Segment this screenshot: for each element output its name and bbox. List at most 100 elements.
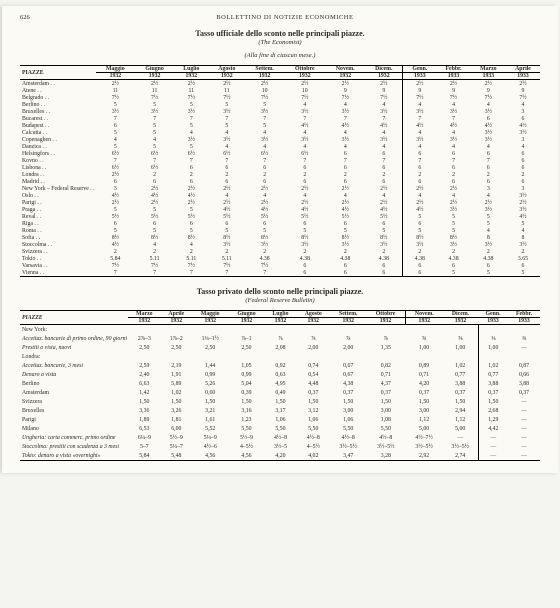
rate-cell: 7½ xyxy=(245,94,284,101)
rate-cell: 5,84 xyxy=(128,451,161,461)
rate-cell: 5 xyxy=(209,122,245,129)
rate-cell: 4.38 xyxy=(471,255,506,262)
rate-cell: 0,87 xyxy=(508,361,540,370)
rate-cell: 4 xyxy=(209,192,245,199)
rate-cell: 7 xyxy=(174,157,209,164)
table-row: Svizzera . .222222222222 xyxy=(20,248,540,255)
city-name: Parigi . . xyxy=(20,199,96,206)
month-header: Giugno xyxy=(135,66,174,73)
rate-cell: 8½ xyxy=(209,234,245,241)
table-row: Lisbona . .6½6½6666666666 xyxy=(20,164,540,171)
month-header: Agosto xyxy=(209,66,245,73)
rate-cell: 1,50 xyxy=(264,397,296,406)
rate-cell: 7½ xyxy=(325,94,365,101)
rate-cell: 4½–6 xyxy=(192,442,229,451)
rate-cell: 1,50 xyxy=(405,397,443,406)
table-row: Svizzera1,501,501,501,501,501,501,501,50… xyxy=(20,397,540,406)
rate-cell: 5 xyxy=(245,227,284,234)
row-label: Denaro a vista xyxy=(20,370,128,379)
table-row: Accettaz. bancarie di primo ordine, 90 g… xyxy=(20,334,540,343)
month-header: Febbr. xyxy=(508,311,540,318)
rate-cell: 4 xyxy=(245,192,284,199)
rate-cell xyxy=(405,352,443,361)
rate-cell: 3½ xyxy=(506,206,540,213)
rate-cell: 7 xyxy=(96,115,136,122)
rate-cell: 4–5½ xyxy=(296,442,330,451)
rate-cell: 5 xyxy=(403,213,436,220)
year-header: 1932 xyxy=(174,73,209,80)
rate-cell: 3,17 xyxy=(264,406,296,415)
table-row: Helsingfors . .6½6½6½6½6½6½666666 xyxy=(20,150,540,157)
rate-cell: 5 xyxy=(365,227,403,234)
year-header: 1932 xyxy=(325,73,365,80)
rate-cell: 2½ xyxy=(284,80,325,88)
rate-cell: 5 xyxy=(135,101,174,108)
rate-cell: 3½ xyxy=(284,136,325,143)
rate-cell: 5 xyxy=(506,269,540,277)
rate-cell: 0,67 xyxy=(330,361,366,370)
rate-cell: 2½ xyxy=(245,80,284,88)
table-row: New York: xyxy=(20,325,540,335)
rate-cell: 4½ xyxy=(365,206,403,213)
table-row: Berlino6,635,895,265,044,954,484,384,374… xyxy=(20,379,540,388)
row-label: Parigi xyxy=(20,415,128,424)
rate-cell: 7 xyxy=(436,157,471,164)
rate-cell: 2,40 xyxy=(128,370,161,379)
year-header: 1932 xyxy=(330,318,366,325)
rate-cell: 11 xyxy=(135,87,174,94)
rate-cell: 1,81 xyxy=(161,415,192,424)
rate-cell: 5 xyxy=(325,227,365,234)
rate-cell: 7½ xyxy=(284,94,325,101)
city-name: New York – Federal Reserve . . xyxy=(20,185,96,192)
rate-cell: 4 xyxy=(245,143,284,150)
rate-cell xyxy=(366,325,405,335)
rate-cell: 7 xyxy=(284,115,325,122)
rate-cell: 2½ xyxy=(135,80,174,88)
rate-cell: 6 xyxy=(209,178,245,185)
rate-cell: 6 xyxy=(506,262,540,269)
city-name: Svizzera . . xyxy=(20,248,96,255)
rate-cell: 3½ xyxy=(284,241,325,248)
rate-cell: 5.11 xyxy=(174,255,209,262)
rate-cell: 3½ xyxy=(174,136,209,143)
table2: PIAZZEMarzoAprileMaggioGiugnoLuglioAgost… xyxy=(20,310,540,461)
rate-cell: 6,53 xyxy=(128,424,161,433)
rate-cell: 5,50 xyxy=(229,424,265,433)
rate-cell: 7 xyxy=(245,269,284,277)
table1-title: Tasso ufficiale dello sconto nelle princ… xyxy=(20,29,540,38)
rate-cell: 3½ xyxy=(325,241,365,248)
rate-cell: 2½ xyxy=(135,185,174,192)
rate-cell: — xyxy=(508,397,540,406)
rate-cell: 7 xyxy=(135,157,174,164)
rate-cell: 5 xyxy=(209,227,245,234)
city-name: Reval . . xyxy=(20,213,96,220)
rate-cell: 5,04 xyxy=(229,379,265,388)
rate-cell: 5,50 xyxy=(366,424,405,433)
rate-cell: 0,37 xyxy=(330,388,366,397)
rate-cell: 5 xyxy=(245,101,284,108)
rate-cell: 2,19 xyxy=(161,361,192,370)
year-header: 1932 xyxy=(161,318,192,325)
rate-cell: 6 xyxy=(135,178,174,185)
rate-cell: 2,68 xyxy=(478,406,508,415)
rate-cell: ⅞ xyxy=(264,334,296,343)
rate-cell: 3,16 xyxy=(229,406,265,415)
rate-cell: 0,63 xyxy=(264,370,296,379)
city-name: Varsavia . . xyxy=(20,262,96,269)
rate-cell: 3,00 xyxy=(330,406,366,415)
table-row: Praga . .5554½4½4½4½4½4½3½3½3½ xyxy=(20,206,540,213)
rate-cell: ⅞ xyxy=(330,334,366,343)
rate-cell: 4 xyxy=(506,227,540,234)
rate-cell: 6 xyxy=(506,164,540,171)
rate-cell: 2½ xyxy=(471,80,506,88)
year-header: 1932 xyxy=(192,318,229,325)
rate-cell: 7 xyxy=(365,157,403,164)
rate-cell: 2½ xyxy=(365,185,403,192)
rate-cell: 5½–9 xyxy=(229,433,265,442)
rate-cell: 3½ xyxy=(471,108,506,115)
table-row: Denaro a vista2,401,910,990,990,630,540,… xyxy=(20,370,540,379)
table-row: Bruxelles . .3½3½3½3½3½3½3½3½3½3½3½3 xyxy=(20,108,540,115)
rate-cell: 7 xyxy=(284,157,325,164)
rate-cell: 4½ xyxy=(135,192,174,199)
rate-cell: 5 xyxy=(436,213,471,220)
